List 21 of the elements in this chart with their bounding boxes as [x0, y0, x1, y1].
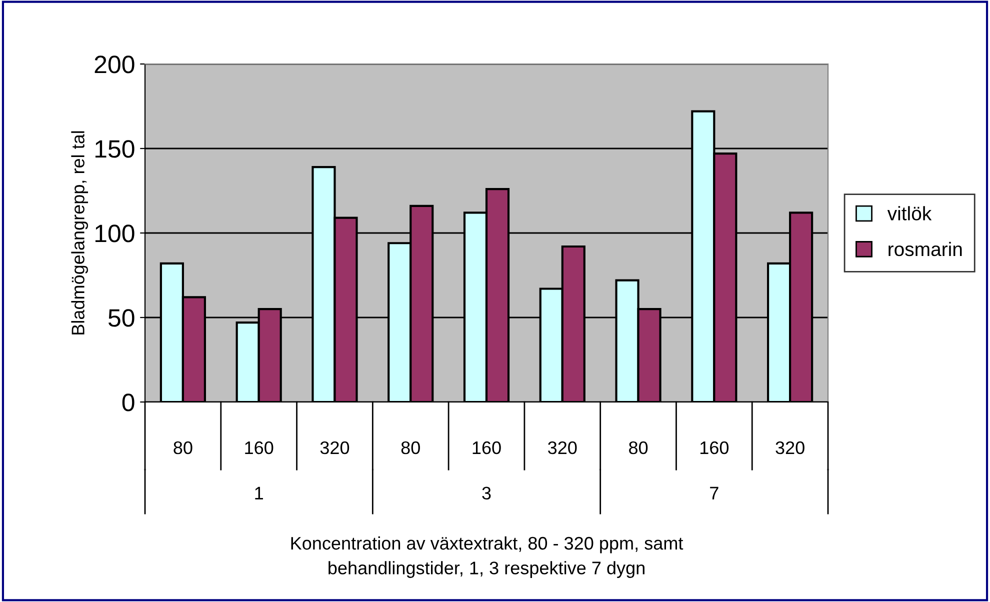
x-tick-label: 320 [320, 441, 350, 454]
legend-label: rosmarin [888, 242, 962, 256]
text: 1 [255, 486, 263, 500]
x-tick-label: 80 [174, 441, 192, 454]
x-axis-title: Koncentration av växtextrakt, 80 - 320 ppm, samt behandlingstider, 1, 3 respektive 7 dygn [291, 536, 684, 578]
y-tick-label: 150 [95, 140, 134, 158]
text: 7 [710, 486, 718, 500]
x-tick-label: 80 [401, 441, 420, 454]
legend-label: vitlök [887, 206, 932, 220]
y-axis-title: Bladmögelangrepp, rel tal [71, 131, 88, 334]
x-tick-label: 320 [548, 441, 577, 454]
y-tick-label: 100 [95, 224, 134, 242]
y-tick-label: 50 [108, 309, 134, 327]
x-tick-label: 160 [245, 441, 274, 454]
x-tick-label: 160 [472, 441, 501, 454]
text: 3 [482, 486, 491, 500]
x-tick-label: 80 [629, 441, 648, 454]
y-tick-label: 0 [122, 394, 134, 412]
x-tick-label: 320 [776, 441, 804, 454]
x-tick-label: 160 [700, 441, 729, 454]
y-tick-label: 200 [94, 56, 134, 74]
